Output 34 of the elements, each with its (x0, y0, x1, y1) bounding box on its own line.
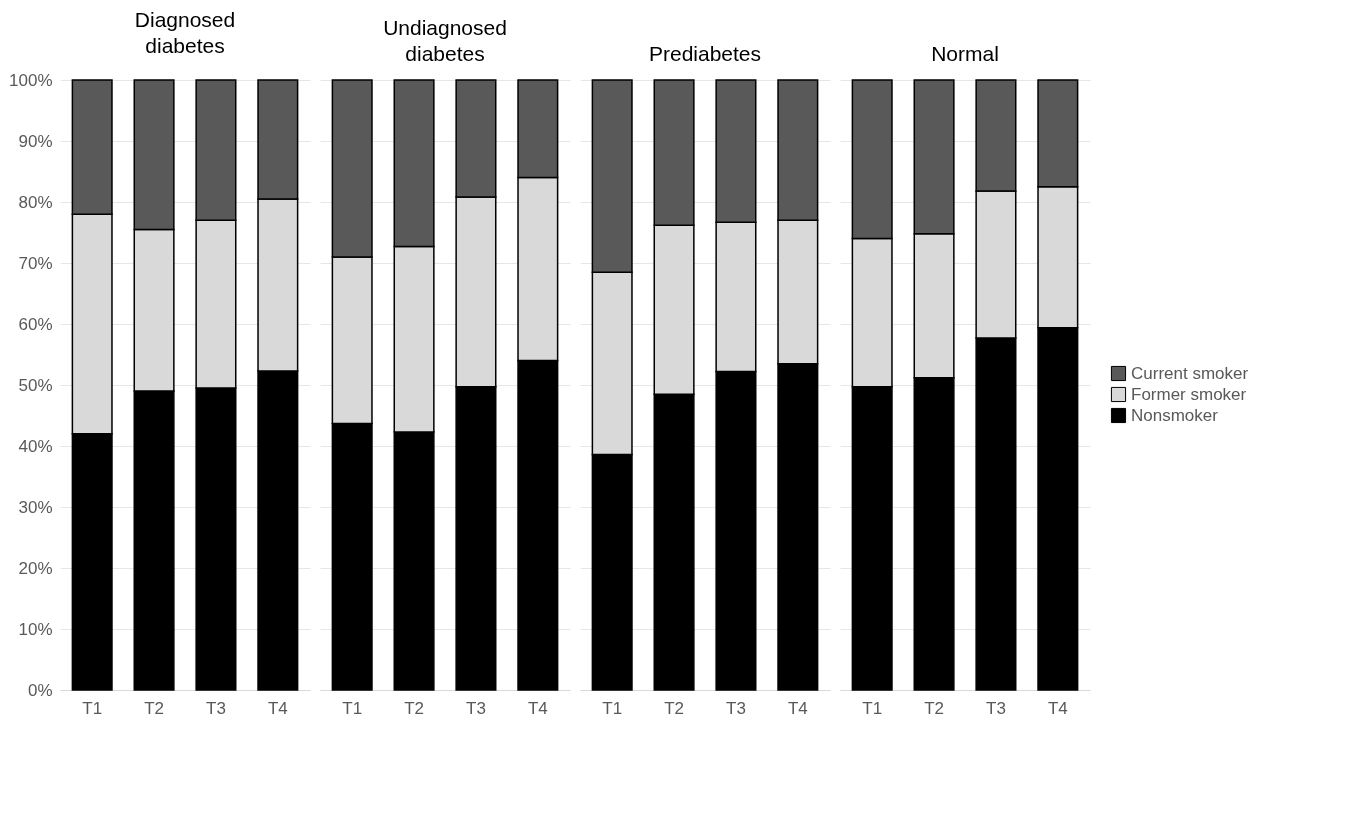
x-tick-label: T2 (664, 698, 684, 718)
y-tick-label: 100% (9, 70, 53, 90)
y-tick-label: 70% (18, 253, 53, 273)
x-tick-label: T1 (602, 698, 623, 718)
legend-label: Nonsmoker (1131, 405, 1219, 425)
x-tick-label: T4 (1047, 698, 1068, 718)
legend-label: Former smoker (1131, 384, 1247, 404)
y-tick-label: 50% (18, 375, 53, 395)
x-tick-label: T3 (466, 698, 486, 718)
y-tick-label: 80% (18, 192, 53, 212)
y-tick-label: 60% (18, 314, 53, 334)
x-tick-label: T1 (82, 698, 103, 718)
x-tick-label: T1 (862, 698, 883, 718)
chart-title: Diagnosed diabetes (134, 8, 236, 57)
x-tick-label: T4 (267, 698, 288, 718)
x-tick-label: T1 (342, 698, 363, 718)
y-tick-label: 0% (27, 680, 53, 700)
y-tick-label: 40% (18, 436, 53, 456)
x-tick-label: T3 (206, 698, 226, 718)
x-tick-label: T3 (726, 698, 746, 718)
chart-title: Undiagnosed diabetes (383, 16, 507, 66)
x-tick-label: T4 (527, 698, 548, 718)
y-tick-label: 30% (18, 497, 53, 517)
y-tick-label: 90% (18, 131, 53, 151)
chart-title: Normal (931, 42, 999, 66)
x-tick-label: T3 (986, 698, 1006, 718)
x-tick-label: T2 (144, 698, 164, 718)
legend-label: Current smoker (1131, 363, 1249, 383)
x-tick-label: T2 (404, 698, 424, 718)
x-tick-label: T4 (787, 698, 808, 718)
x-tick-label: T2 (924, 698, 944, 718)
y-tick-label: 20% (18, 558, 53, 578)
y-tick-label: 10% (18, 619, 53, 639)
chart-title: Prediabetes (648, 42, 762, 66)
